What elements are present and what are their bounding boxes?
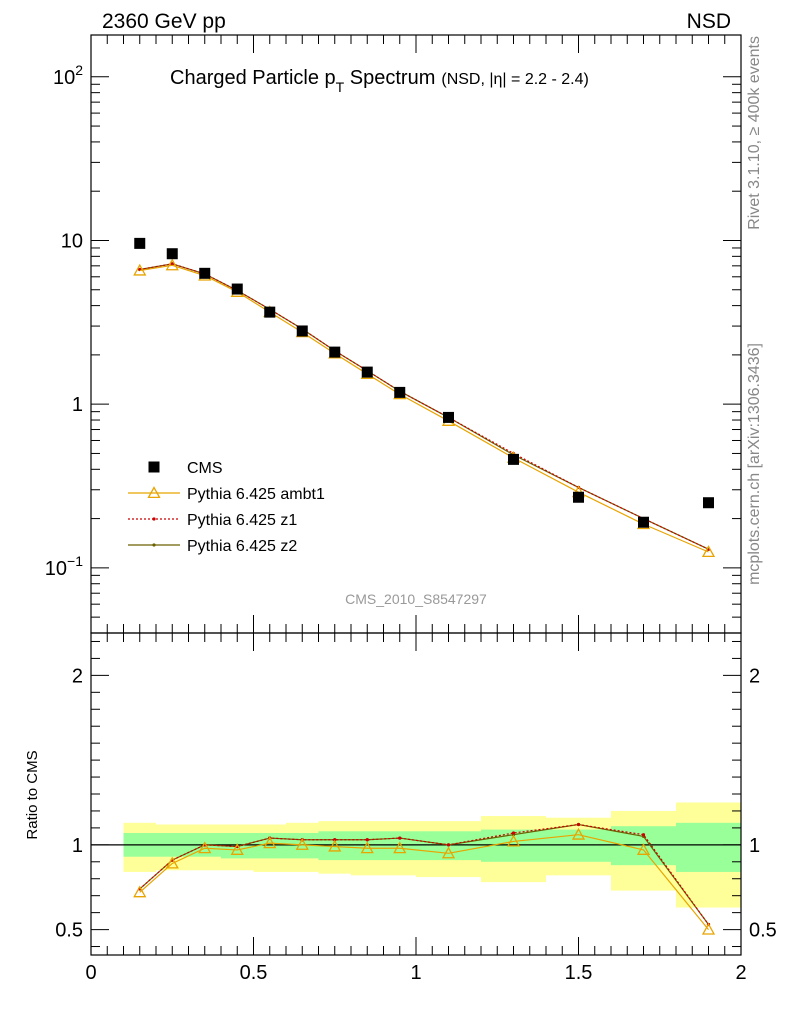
ratio-x-tick-label: 1	[410, 962, 421, 984]
legend-marker-pythia-6-425-z2	[152, 543, 156, 547]
ratio-x-tick-label: 1.5	[565, 962, 593, 984]
ratio-point-pythia-6-425-z1	[576, 822, 581, 827]
main-point-cms	[264, 306, 276, 318]
ratio-ylabel: Ratio to CMS	[24, 750, 41, 839]
ratio-line-pythia-6-425-z1	[139, 823, 709, 925]
y-tick-label-exp: −1	[67, 553, 83, 569]
ratio-point-pythia-6-425-z1	[365, 838, 369, 842]
watermark: CMS_2010_S8547297	[345, 591, 487, 607]
header-left: 2360 GeV pp	[102, 10, 226, 33]
ratio-y-tick-label-left: 0.5	[55, 920, 83, 942]
y-tick-label: 10	[61, 230, 83, 252]
main-point-cms	[166, 248, 178, 260]
ratio-band-inner	[676, 822, 741, 872]
main-point-cms	[296, 325, 308, 337]
legend-marker-cms	[148, 461, 160, 473]
ratio-x-tick-label: 0.5	[240, 962, 268, 984]
side-label-top: Rivet 3.1.10, ≥ 400k events	[746, 36, 763, 230]
y-tick-label: 1	[72, 394, 83, 416]
y-tick-label-exp: 2	[75, 62, 83, 78]
main-point-cms	[134, 237, 146, 249]
main-point-cms	[703, 497, 714, 509]
chart-title-main: Charged Particle p	[170, 67, 336, 89]
legend: CMS Pythia 6.425 ambt1 Pythia 6.425 z1 Pyth…	[128, 460, 325, 555]
ratio-point-pythia-6-425-ambt1	[328, 839, 342, 852]
main-point-cms	[361, 366, 373, 378]
main-point-cms	[394, 386, 406, 398]
main-point-cms	[443, 411, 454, 423]
y-tick-label: 10−1	[45, 553, 83, 580]
ratio-band-inner	[351, 831, 384, 861]
main-point-cms	[573, 491, 584, 503]
ratio-y-tick-label-left: 1	[72, 835, 83, 857]
ratio-point-pythia-6-425-z1	[446, 843, 451, 847]
ratio-band-inner	[383, 831, 416, 861]
ratio-point-pythia-6-425-ambt1	[295, 838, 309, 850]
ratio-point-pythia-6-425-ambt1	[636, 843, 651, 855]
ratio-point-pythia-6-425-z1	[398, 836, 402, 840]
chart-title-tail: Spectrum	[344, 67, 435, 89]
y-tick-label-base: 10	[53, 67, 75, 89]
legend-label-pythia-6-425-z2: Pythia 6.425 z2	[187, 538, 297, 555]
y-tick-label-base: 10	[61, 230, 83, 252]
legend-marker-pythia-6-425-z1	[152, 517, 156, 521]
ratio-y-tick-label-right: 1	[749, 835, 760, 857]
ratio-y-tick-label-right: 2	[749, 665, 760, 687]
main-line-pythia-6-425-z2	[139, 263, 709, 550]
legend-marker-pythia-6-425-ambt1	[147, 486, 161, 499]
ratio-point-pythia-6-425-ambt1	[441, 846, 456, 859]
ratio-y-tick-label-left: 2	[72, 665, 83, 687]
header-right: NSD	[687, 10, 731, 33]
ratio-point-pythia-6-425-ambt1	[393, 841, 407, 854]
ratio-point-pythia-6-425-z1	[641, 833, 646, 837]
ratio-y-tick-label-right: 0.5	[749, 920, 777, 942]
main-point-cms	[199, 267, 211, 279]
ratio-point-pythia-6-425-ambt1	[133, 885, 147, 898]
ratio-point-pythia-6-425-ambt1	[360, 841, 374, 854]
ratio-frame	[90, 632, 742, 956]
legend-label-pythia-6-425-ambt1: Pythia 6.425 ambt1	[187, 486, 325, 503]
ratio-point-pythia-6-425-ambt1	[230, 843, 244, 855]
y-tick-label-base: 1	[72, 394, 83, 416]
y-tick-label-base: 10	[45, 558, 67, 580]
main-point-pythia-6-425-z1	[170, 262, 174, 266]
ratio-line-pythia-6-425-ambt1	[139, 834, 709, 930]
ratio-point-pythia-6-425-ambt1	[506, 834, 521, 847]
ratio-point-pythia-6-425-ambt1	[165, 856, 179, 869]
main-line-pythia-6-425-z1	[139, 263, 709, 550]
legend-label-pythia-6-425-z1: Pythia 6.425 z1	[187, 512, 297, 529]
main-point-pythia-6-425-ambt1	[165, 258, 179, 271]
ratio-point-pythia-6-425-ambt1	[198, 841, 212, 854]
ratio-point-pythia-6-425-ambt1	[701, 922, 716, 935]
main-point-cms	[638, 516, 649, 528]
ratio-point-pythia-6-425-z1	[511, 831, 516, 835]
main-point-cms	[508, 453, 519, 465]
chart-subtitle: (NSD, |η| = 2.2 - 2.4)	[441, 71, 588, 88]
ratio-point-pythia-6-425-ambt1	[571, 827, 586, 840]
ratio-x-tick-label: 2	[735, 962, 746, 984]
chart-title: Charged Particle pT Spectrum (NSD, |η| = …	[170, 67, 589, 95]
chart-title-sub: T	[336, 79, 345, 95]
ratio-plot-area: 0.5 0.51 12 20 0.5 1 1.5 2	[55, 632, 777, 984]
ratio-x-tick-label: 0	[85, 962, 96, 984]
main-point-pythia-6-425-ambt1	[133, 263, 147, 276]
ratio-point-pythia-6-425-ambt1	[263, 836, 277, 849]
main-point-cms	[231, 283, 243, 295]
legend-label-cms: CMS	[187, 460, 223, 477]
main-point-cms	[329, 346, 341, 358]
main-point-pythia-6-425-ambt1	[701, 545, 716, 558]
side-label-bottom: mcplots.cern.ch [arXiv:1306.3436]	[746, 343, 763, 585]
ratio-panel: 0.5 0.51 12 20 0.5 1 1.5 2 Ratio to CMS	[24, 632, 777, 984]
y-tick-label: 102	[53, 62, 83, 89]
